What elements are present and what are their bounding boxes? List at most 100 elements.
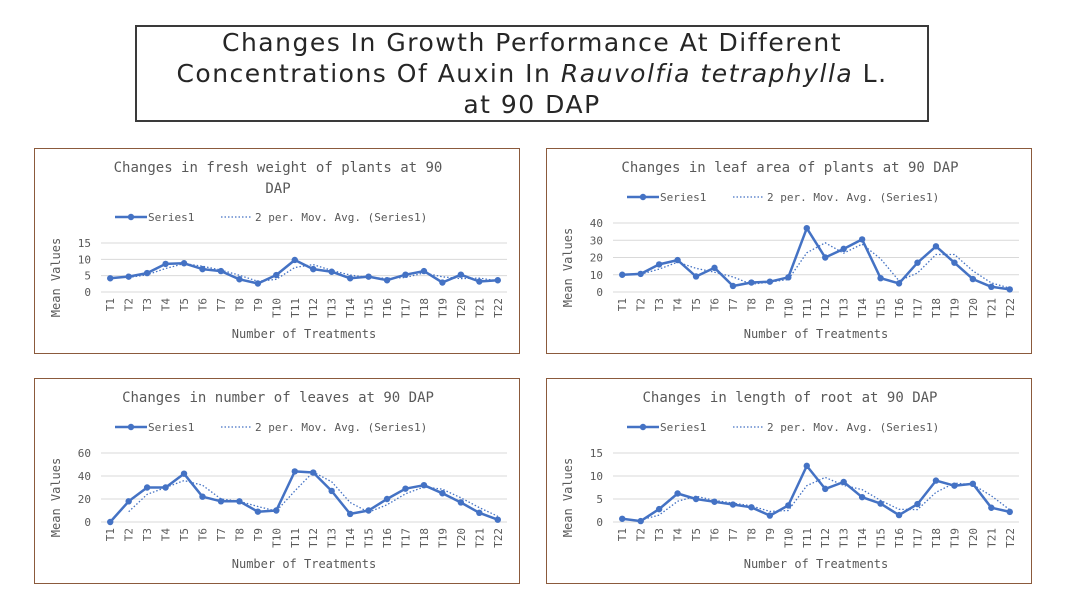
series1-point [619,271,626,278]
series1-point [236,498,243,505]
series1-point [457,499,465,506]
legend-series1-label: Series1 [660,191,706,204]
series1-point [674,256,681,264]
series1-point [494,516,501,523]
x-tick-label: T11 [289,528,302,548]
chart-title-line: Changes in leaf area of plants at 90 DAP [621,160,958,176]
x-tick-label: T19 [948,298,961,318]
series1-point [199,265,206,273]
series1-point [951,482,958,489]
legend-series1-marker [639,193,647,201]
series1-point [328,268,335,275]
series1-point [858,236,866,243]
x-tick-label: T18 [418,298,431,318]
x-tick-label: T16 [893,298,906,318]
moving-average-line [640,476,1011,521]
x-tick-label: T15 [875,298,888,318]
series1-point [494,277,501,284]
series1-point [914,259,921,266]
series1-point [457,271,465,278]
x-tick-label: T3 [653,298,666,311]
x-tick-label: T12 [307,528,320,548]
series1-point [969,480,977,488]
x-tick-label: T17 [400,528,413,548]
series1-point [840,245,847,253]
y-tick-label: 10 [590,269,603,282]
x-tick-label: T17 [912,528,925,548]
series1-point [162,484,169,491]
chart-fresh-weight: Changes in fresh weight of plants at 90 D… [49,160,507,341]
series1-point [988,283,995,291]
x-tick-label: T1 [104,528,117,541]
legend-moving-average-label: 2 per. Mov. Avg. (Series1) [767,421,939,434]
series1-point [988,504,995,511]
series1-point [877,500,884,507]
legend-moving-average-label: 2 per. Mov. Avg. (Series1) [767,191,939,204]
series1-point [273,271,280,279]
series1-point [310,469,317,476]
x-axis-title: Number of Treatments [744,557,889,571]
series1-point [969,275,977,283]
y-tick-label: 15 [590,447,603,460]
x-axis-title: Number of Treatments [232,557,377,571]
y-tick-label: 40 [78,470,91,483]
y-axis-title: Mean Values [49,458,63,537]
x-tick-label: T3 [141,298,154,311]
chart-panel-number-of-leaves: Changes in number of leaves at 90 DAP Ser… [34,378,520,584]
series1-point [107,275,114,282]
series1-point [1006,508,1013,516]
x-tick-label: T22 [492,298,505,318]
page-title-line-3: at 90 DAP [463,90,601,119]
legend-series1-marker [127,213,135,221]
x-tick-label: T11 [801,298,814,318]
x-axis-title: Number of Treatments [232,327,377,341]
x-tick-label: T9 [764,298,777,311]
series1-point [420,482,428,489]
series1-point [637,517,644,525]
legend-series1-label: Series1 [148,421,194,434]
series1-point [162,260,169,268]
series1-point [180,470,188,477]
series1-point [692,273,700,280]
x-tick-label: T6 [197,528,210,541]
legend-series1-label: Series1 [660,421,706,434]
page-title-line-2: Concentrations Of Auxin In Rauvolfia tet… [176,58,887,89]
x-tick-label: T21 [473,298,486,318]
x-tick-label: T2 [123,528,136,541]
series1-point [143,269,151,277]
series1-point [655,505,663,513]
series1-point [785,502,792,509]
x-tick-label: T6 [709,528,722,541]
series1-point [476,509,483,516]
series1-point [822,254,829,261]
series1-line [622,464,1011,523]
x-tick-label: T4 [160,528,173,542]
x-tick-label: T7 [215,298,228,311]
moving-average-line [640,242,1010,289]
y-tick-label: 20 [590,252,603,265]
x-tick-label: T22 [1004,528,1017,548]
series1-point [383,495,391,503]
series1-point [328,487,335,495]
chart-panel-root-length: Changes in length of root at 90 DAP Serie… [546,378,1032,584]
y-tick-label: 20 [78,493,91,506]
x-tick-label: T7 [727,528,740,541]
chart-title-line: Changes in length of root at 90 DAP [642,390,937,406]
series1-point [840,478,847,486]
x-tick-label: T14 [856,528,869,548]
x-tick-label: T14 [856,298,869,318]
legend-moving-average-label: 2 per. Mov. Avg. (Series1) [255,211,427,224]
series1-point [932,243,940,250]
series1-line [109,470,499,523]
series1-point [199,493,206,500]
x-tick-label: T9 [764,528,777,541]
series1-point [895,280,903,287]
series1-line [110,258,498,285]
x-tick-label: T15 [363,298,376,318]
x-tick-label: T20 [455,298,468,318]
y-axis-title: Mean Values [49,238,63,317]
x-tick-label: T14 [344,298,357,318]
legend-series1-marker [639,423,647,431]
chart-leaf-area: Changes in leaf area of plants at 90 DAP… [561,160,1019,341]
series1-point [217,498,225,505]
